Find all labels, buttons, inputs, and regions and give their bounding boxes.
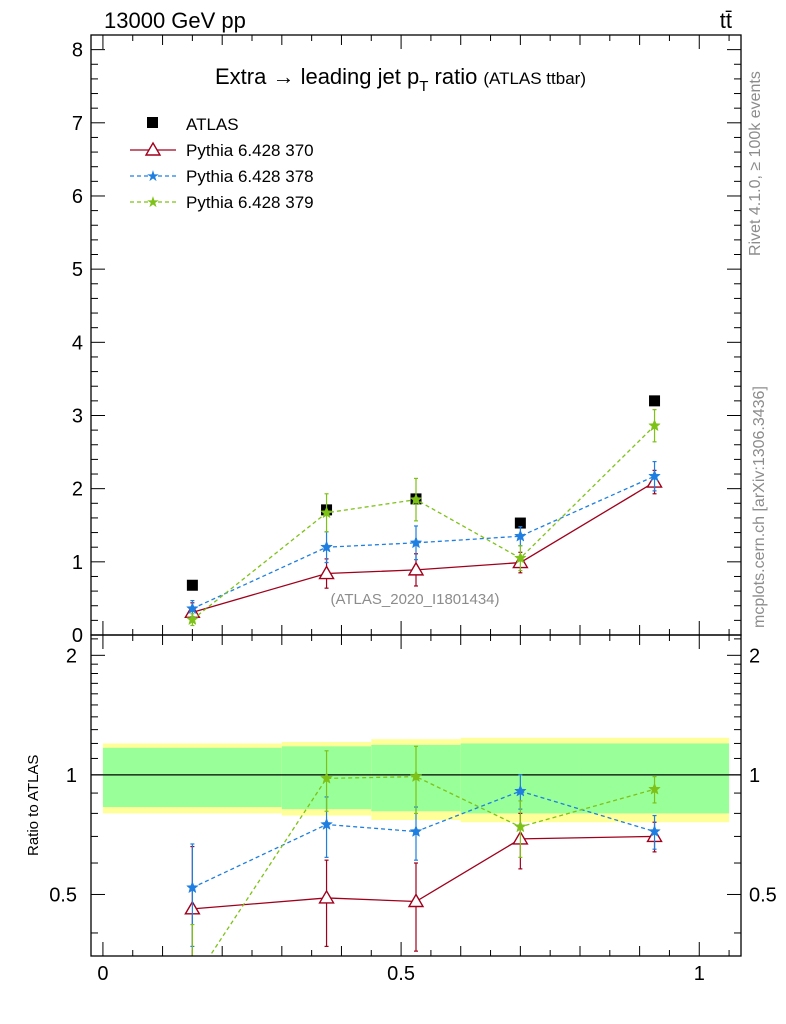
ratio-point-379 xyxy=(514,820,527,833)
ratio-point-378 xyxy=(186,881,199,894)
mcplots-label: mcplots.cern.ch [arXiv:1306.3436] xyxy=(751,386,768,628)
y-tick-label: 7 xyxy=(72,113,83,135)
ratio-y-tick-label-right: 2 xyxy=(749,645,760,667)
ratio-point-379 xyxy=(409,769,423,783)
ratio-point-378 xyxy=(409,824,423,837)
main-panel: 0 1 2 3 4 5 6 7 8 Extra → leading jet pT ratio (A… xyxy=(72,34,742,647)
legend-marker-atlas xyxy=(147,117,158,128)
legend-marker-370 xyxy=(144,141,162,156)
plot-title-note: (ATLAS ttbar) xyxy=(483,69,586,88)
point-370 xyxy=(318,565,335,580)
point-379 xyxy=(409,492,423,506)
point-378 xyxy=(186,602,199,615)
ratio-line-370 xyxy=(192,835,655,910)
beam-label: 13000 GeV pp xyxy=(104,8,246,33)
data-point-atlas xyxy=(186,579,198,591)
point-379 xyxy=(186,612,199,626)
y-tick-label: 2 xyxy=(72,479,83,501)
ratio-point-379 xyxy=(320,771,333,784)
legend-marker-378: ★ xyxy=(146,167,159,185)
ratio-y-tick-label: 2 xyxy=(66,645,77,667)
series-379 xyxy=(186,409,661,627)
x-tick-labels: 0 0.5 1 xyxy=(97,963,704,985)
ratio-point-378 xyxy=(514,784,527,797)
y-tick-label: 0 xyxy=(72,625,83,647)
series-line-378 xyxy=(192,475,655,610)
point-378 xyxy=(409,536,423,549)
legend-label-370: Pythia 6.428 370 xyxy=(186,141,314,160)
ratio-panel: 0.5 0.5 1 1 2 2 Ratio to ATLAS xyxy=(25,634,777,988)
legend-label-379: Pythia 6.428 379 xyxy=(186,193,314,212)
ratio-point-379 xyxy=(648,782,661,795)
legend: ATLAS Pythia 6.428 370 ★ Pythia 6.428 37… xyxy=(130,115,314,212)
ratio-panel-frame xyxy=(90,634,742,957)
ratio-series-370 xyxy=(184,812,663,956)
y-tick-label: 6 xyxy=(72,186,83,208)
ratio-axis-label: Ratio to ATLAS xyxy=(25,755,42,856)
data-point-atlas xyxy=(649,395,661,407)
ratio-point-370 xyxy=(318,889,335,904)
analysis-label: (ATLAS_2020_I1801434) xyxy=(330,591,499,608)
legend-label-378: Pythia 6.428 378 xyxy=(186,167,314,186)
ratio-y-tick-label: 0.5 xyxy=(49,884,77,906)
ratio-y-tick-label-right: 1 xyxy=(749,765,760,787)
ratio-y-tick-label-right: 0.5 xyxy=(749,884,777,906)
legend-label-atlas: ATLAS xyxy=(186,115,239,134)
ratio-point-378 xyxy=(648,824,661,837)
point-370 xyxy=(407,561,425,576)
main-plot-area xyxy=(184,395,663,627)
x-tick-label: 1 xyxy=(694,963,705,985)
point-378 xyxy=(320,540,333,553)
legend-marker-379: ★ xyxy=(146,193,159,211)
point-379 xyxy=(320,506,333,519)
y-tick-label: 4 xyxy=(72,332,83,354)
point-379 xyxy=(648,419,661,432)
point-379 xyxy=(514,551,527,564)
band-inner xyxy=(102,747,282,808)
ratio-y-tick-label: 1 xyxy=(66,765,77,787)
ratio-series-379 xyxy=(187,745,661,988)
ratio-point-378 xyxy=(320,817,333,830)
y-tick-label: 8 xyxy=(72,40,83,62)
rivet-version-label: Rivet 4.1.0, ≥ 100k events xyxy=(747,71,764,256)
plot-title-subscript: T xyxy=(419,78,428,95)
y-tick-label: 1 xyxy=(72,552,83,574)
ratio-plot-area xyxy=(184,745,663,988)
plot-title: Extra → leading jet pT ratio (ATLAS ttbar… xyxy=(215,64,586,95)
process-label: tt̄ xyxy=(720,8,732,33)
x-tick-label: 0 xyxy=(97,963,108,985)
data-point-atlas xyxy=(514,517,526,529)
point-378 xyxy=(514,529,527,542)
point-378 xyxy=(648,469,661,482)
y-tick-label: 3 xyxy=(72,405,83,427)
ratio-line-379 xyxy=(209,775,655,956)
y-tick-label: 5 xyxy=(72,259,83,281)
ratio-point-379 xyxy=(187,977,198,988)
series-378 xyxy=(186,460,661,618)
x-tick-label: 0.5 xyxy=(387,963,415,985)
ratio-point-370 xyxy=(407,893,425,908)
